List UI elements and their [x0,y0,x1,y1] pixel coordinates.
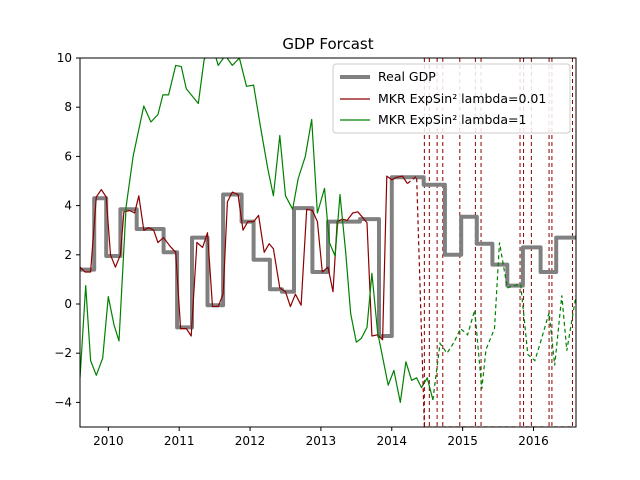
y-tick-label-2: 2 [64,248,72,262]
x-tick-label-2015: 2015 [447,434,478,448]
x-tick-label-2016: 2016 [518,434,549,448]
y-tick-label--4: −4 [54,395,72,409]
legend-label-real-gdp: Real GDP [378,69,436,84]
axes-layer: 2010 2011 2012 2013 2014 2015 2016 −4 −2 0 2 4 6 8 10 [54,51,548,448]
x-tick-label-2014: 2014 [376,434,407,448]
y-tick-label-8: 8 [64,100,72,114]
series-real-gdp [80,175,576,338]
legend: Real GDP MKR ExpSin² lambda=0.01 MKR Exp… [332,63,571,134]
x-tick-label-2012: 2012 [235,434,266,448]
y-tick-label-10: 10 [57,51,72,65]
y-tick-label-0: 0 [64,297,72,311]
series-layer [80,58,576,427]
legend-box [332,63,571,134]
x-tick-label-2011: 2011 [164,434,195,448]
series-lambda-1 [80,58,434,403]
legend-label-lambda-1: MKR ExpSin² lambda=1 [378,112,526,127]
forecast-lambda-1 [432,242,576,400]
y-tick-label--2: −2 [54,346,72,360]
series-lambda-001 [80,175,408,341]
x-tick-label-2010: 2010 [93,434,124,448]
chart-title: GDP Forcast [282,35,373,53]
y-tick-label-6: 6 [64,149,72,163]
legend-label-lambda-001: MKR ExpSin² lambda=0.01 [378,91,546,106]
plot-frame [79,57,577,428]
y-tick-label-4: 4 [64,199,72,213]
x-tick-label-2013: 2013 [306,434,337,448]
